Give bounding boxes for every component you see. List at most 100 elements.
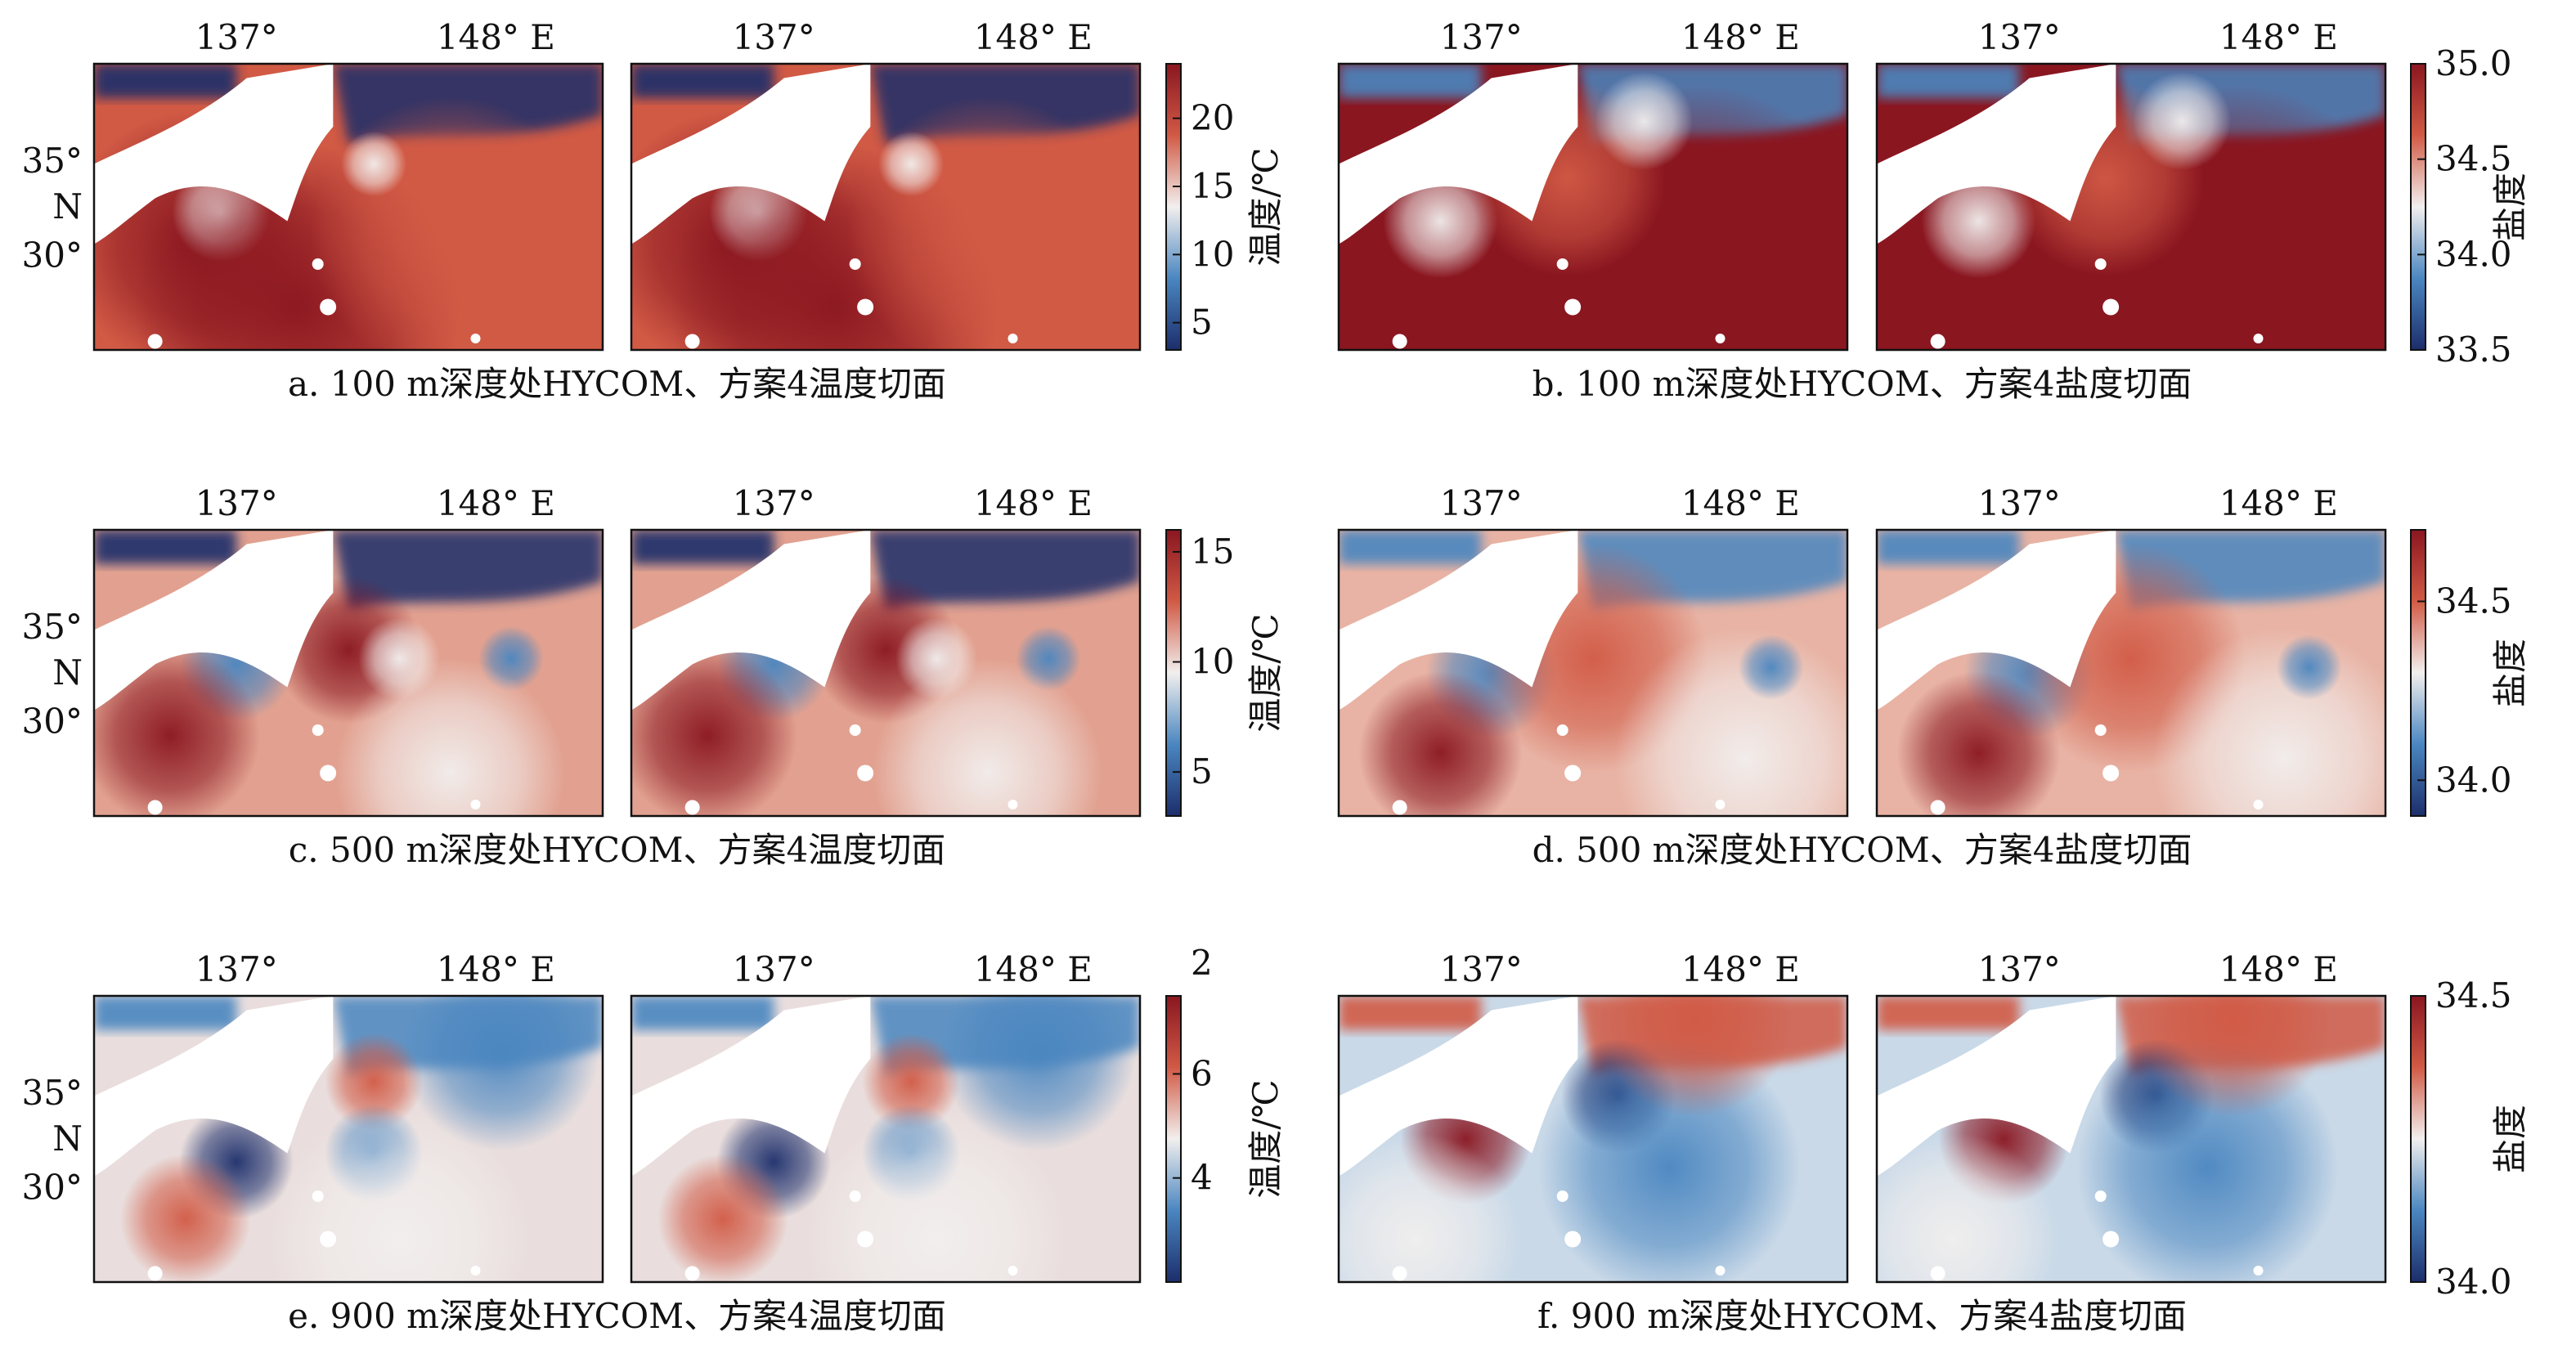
colorbar-tick-label: 6 bbox=[1191, 1053, 1213, 1093]
land-mask bbox=[94, 996, 334, 1177]
colorbar-temperature: 20 15 10 5 温度/℃ bbox=[1165, 63, 1286, 351]
x-tick-label: 137° bbox=[733, 483, 815, 523]
heatmap-feature bbox=[1896, 671, 2061, 816]
island bbox=[147, 334, 163, 349]
figure-row: 137° 148° E 137° 148° E 137° 148° E 137° 148° E… bbox=[22, 17, 2530, 404]
colorbar-tick-label: 5 bbox=[1191, 751, 1213, 791]
island bbox=[1556, 724, 1568, 736]
figure-row: 137° 148° E 137° 148° E 137° 148° E 137° 148° E… bbox=[22, 943, 2530, 1336]
x-tick-label: 148° E bbox=[1681, 949, 1800, 989]
panel-frame bbox=[630, 994, 1142, 1284]
island bbox=[312, 1190, 324, 1202]
colorbar-bar bbox=[2410, 529, 2426, 817]
x-tick-label: 137° bbox=[1978, 17, 2061, 57]
island bbox=[1008, 334, 1018, 343]
x-tick-label: 137° bbox=[1440, 949, 1523, 989]
heatmap-field bbox=[631, 996, 1140, 1282]
nw-water bbox=[1877, 530, 2020, 564]
island bbox=[1930, 1266, 1945, 1281]
island bbox=[147, 1266, 163, 1281]
panel-salinity-hycom bbox=[1337, 528, 1849, 818]
y-tick-label: 35° bbox=[22, 607, 83, 647]
heatmap-feature bbox=[631, 646, 798, 816]
island bbox=[684, 334, 700, 349]
colorbar-label: 温度/℃ bbox=[1245, 613, 1286, 732]
y-tick-label: N bbox=[52, 1119, 83, 1159]
heatmap-field bbox=[1339, 530, 1847, 816]
heatmap-feature bbox=[119, 1154, 251, 1282]
panel-salinity-hycom bbox=[1337, 994, 1849, 1284]
island bbox=[1715, 1266, 1726, 1276]
island bbox=[857, 764, 874, 782]
colorbar-label: 盐度 bbox=[2490, 173, 2530, 241]
x-tick-label: 148° E bbox=[1681, 17, 1800, 57]
x-tick-label: 148° E bbox=[437, 17, 555, 57]
y-tick-label: 35° bbox=[22, 141, 83, 181]
heatmap-field bbox=[631, 530, 1140, 816]
x-tick-label: 137° bbox=[195, 483, 278, 523]
panel-frame bbox=[92, 62, 604, 352]
island bbox=[470, 334, 481, 343]
heatmap-feature bbox=[311, 96, 590, 350]
x-tick-label: 148° E bbox=[2219, 483, 2338, 523]
island bbox=[1392, 334, 1407, 349]
colorbar-bar bbox=[1165, 63, 1182, 351]
y-tick-label: 30° bbox=[22, 235, 83, 276]
colorbar-tick-label: 5 bbox=[1191, 303, 1213, 343]
island bbox=[1930, 800, 1945, 815]
heatmap-feature bbox=[878, 131, 945, 197]
land-mask bbox=[631, 530, 871, 711]
island bbox=[857, 298, 874, 316]
north-water bbox=[333, 530, 603, 610]
colorbar-salinity: 34.5 34.0 盐度 bbox=[2410, 529, 2530, 817]
x-tick-label: 148° E bbox=[2219, 17, 2338, 57]
panel-frame bbox=[1875, 62, 2387, 352]
colorbar-tick-label: 35.0 bbox=[2435, 43, 2512, 83]
island bbox=[849, 1190, 861, 1202]
island bbox=[2253, 1266, 2264, 1276]
island bbox=[684, 1266, 700, 1281]
island bbox=[1008, 1266, 1018, 1276]
colorbar-salinity: 35.0 34.5 34.0 33.5 盐度 bbox=[2410, 43, 2530, 370]
island bbox=[849, 258, 861, 270]
nw-water bbox=[94, 530, 237, 564]
land-mask bbox=[1877, 530, 2116, 711]
panel-frame bbox=[92, 528, 604, 818]
panel-frame bbox=[1875, 994, 2387, 1284]
heatmap-feature bbox=[2133, 72, 2232, 170]
heatmap-field bbox=[1339, 64, 1847, 350]
caption-temperature: a. 100 m深度处HYCOM、方案4温度切面 bbox=[288, 364, 946, 404]
heatmap-feature bbox=[402, 996, 599, 1151]
x-tick-label: 137° bbox=[1440, 483, 1523, 523]
colorbar-tick-label: 34.5 bbox=[2435, 581, 2512, 621]
x-tick-label: 137° bbox=[733, 949, 815, 989]
colorbar-tick-label: 10 bbox=[1191, 642, 1234, 682]
heatmap-feature bbox=[325, 1033, 424, 1131]
y-tick-label: 30° bbox=[22, 1168, 83, 1208]
x-tick-label: 148° E bbox=[437, 949, 555, 989]
island bbox=[2094, 724, 2107, 736]
heatmap-feature bbox=[1738, 634, 1804, 700]
y-tick-label: N bbox=[52, 186, 83, 226]
colorbar-temperature: 6 4 2 温度/℃ bbox=[1165, 943, 1286, 1283]
heatmap-feature bbox=[94, 646, 261, 816]
heatmap-feature bbox=[1595, 72, 1694, 170]
panel-temperature-scheme4 bbox=[630, 994, 1142, 1284]
island bbox=[2103, 298, 2120, 316]
heatmap-field bbox=[1877, 530, 2385, 816]
colorbar-tick-label: 15 bbox=[1191, 166, 1234, 206]
nw-water bbox=[1877, 996, 2020, 1030]
colorbar-label: 盐度 bbox=[2490, 1105, 2530, 1173]
caption-temperature: c. 500 m深度处HYCOM、方案4温度切面 bbox=[289, 830, 945, 870]
land-mask bbox=[631, 64, 871, 244]
panel-frame bbox=[630, 528, 1142, 818]
island bbox=[849, 724, 861, 736]
colorbar-tick-label: 2 bbox=[1191, 943, 1213, 983]
x-tick-label: 137° bbox=[1978, 949, 2061, 989]
heatmap-feature bbox=[657, 1154, 788, 1282]
land-mask bbox=[94, 64, 334, 244]
island bbox=[1392, 800, 1407, 815]
island bbox=[1930, 334, 1945, 349]
nw-water bbox=[1877, 64, 2020, 98]
